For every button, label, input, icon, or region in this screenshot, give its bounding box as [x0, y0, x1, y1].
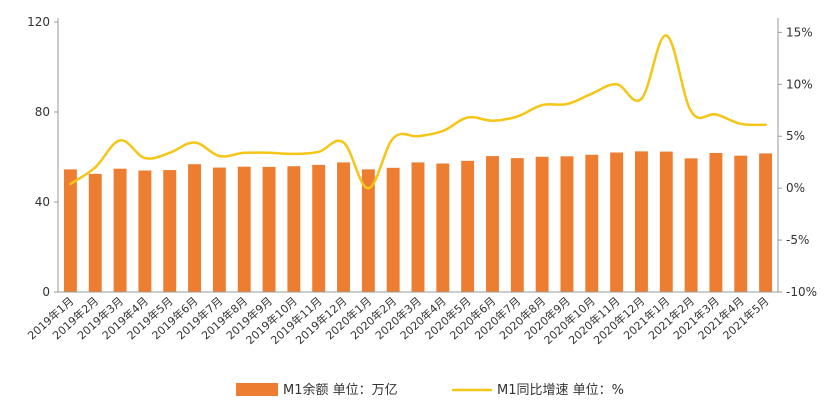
- right-tick-label: -5%: [786, 233, 809, 247]
- left-y-axis: 0 40 80 120: [27, 15, 59, 299]
- bar: [312, 164, 326, 292]
- line-series-m1-growth: [69, 34, 767, 190]
- bar: [411, 162, 425, 292]
- bar: [262, 166, 276, 292]
- right-tick-label: 15%: [786, 25, 813, 39]
- bar: [510, 158, 524, 292]
- bar: [212, 167, 226, 292]
- left-tick-label: 120: [27, 15, 50, 29]
- bar: [461, 160, 475, 292]
- right-tick-label: 10%: [786, 77, 813, 91]
- right-tick-label: 5%: [786, 129, 805, 143]
- bar: [634, 151, 648, 292]
- bar: [486, 156, 499, 292]
- right-tick-label: 0%: [786, 181, 805, 195]
- bar: [734, 155, 748, 292]
- bar: [237, 166, 251, 292]
- left-tick-label: 0: [42, 285, 50, 299]
- bar: [535, 156, 549, 292]
- left-tick-label: 40: [35, 195, 50, 209]
- bar: [63, 169, 77, 292]
- bar: [287, 166, 301, 292]
- bar: [709, 152, 723, 292]
- bar: [113, 168, 127, 292]
- legend: M1余额 单位：万亿 M1同比增速 单位：%: [236, 382, 624, 398]
- bar: [138, 170, 152, 292]
- legend-swatch-bar: [236, 383, 278, 396]
- bar: [361, 169, 375, 292]
- bar: [386, 167, 400, 292]
- bar-series-m1-balance: [63, 151, 773, 292]
- bar: [684, 158, 698, 292]
- bar: [659, 151, 673, 292]
- right-y-axis: -10% -5% 0% 5% 10% 15%: [777, 18, 817, 299]
- bar: [436, 163, 450, 292]
- bar: [585, 154, 599, 292]
- bar: [610, 152, 624, 292]
- legend-label-bar: M1余额 单位：万亿: [283, 382, 398, 398]
- right-tick-label: -10%: [786, 285, 817, 299]
- x-axis: 2019年1月2019年2月2019年3月2019年4月2019年5月2019年…: [25, 291, 778, 347]
- bar: [560, 156, 574, 292]
- bar: [188, 164, 202, 292]
- bar: [163, 170, 177, 292]
- bar: [88, 173, 102, 292]
- growth-line: [69, 34, 767, 190]
- bar: [337, 162, 350, 292]
- bar: [759, 153, 773, 292]
- left-tick-label: 80: [35, 105, 50, 119]
- legend-label-line: M1同比增速 单位：%: [497, 383, 624, 398]
